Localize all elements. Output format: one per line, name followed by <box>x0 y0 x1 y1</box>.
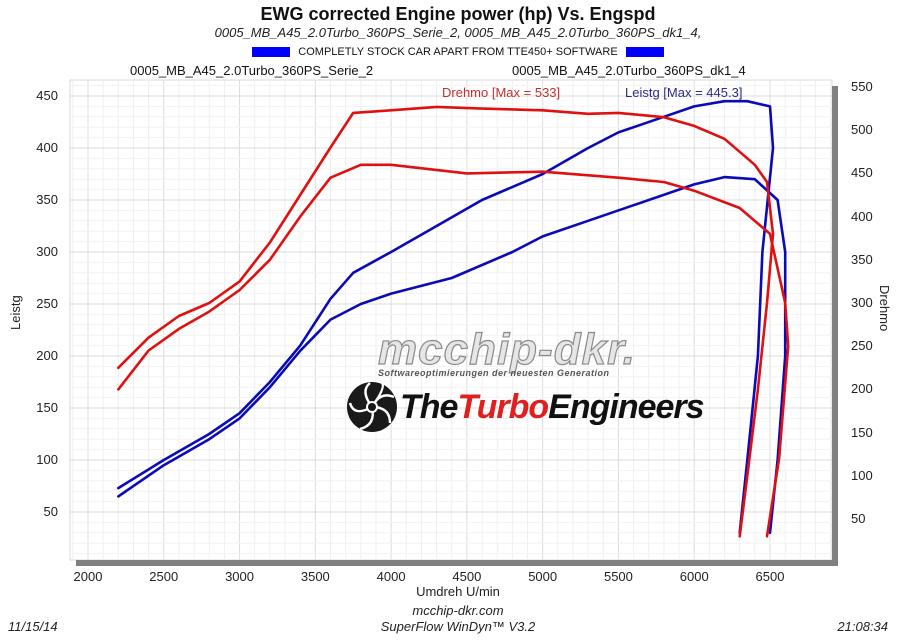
banner: COMPLETLY STOCK CAR APART FROM TTE450+ S… <box>0 46 916 58</box>
logo-text-engineers: Engineers <box>548 388 704 426</box>
footer-time: 21:08:34 <box>837 619 888 634</box>
x-tick: 2000 <box>73 569 103 584</box>
frame-right <box>832 86 838 566</box>
y-tick-left: 150 <box>36 400 58 415</box>
y-tick-right: 50 <box>851 511 866 526</box>
torque-curve <box>117 105 775 538</box>
x-tick: 4500 <box>452 569 482 584</box>
logo-text-turbo: Turbo <box>457 388 549 426</box>
power-curve <box>117 99 775 535</box>
y-tick-left: 400 <box>36 140 58 155</box>
banner-swatch-right <box>625 47 664 57</box>
footer-date: 11/15/14 <box>8 619 58 634</box>
torque-curve <box>117 163 790 538</box>
banner-swatch-left <box>252 47 291 57</box>
footer-software: SuperFlow WinDyn™ V3.2 <box>380 619 536 634</box>
turbo-engineers-logo: TheTurboEngineers <box>400 388 705 427</box>
x-axis-label: Umdreh U/min <box>416 584 500 599</box>
chart-subtitle: 0005_MB_A45_2.0Turbo_360PS_Serie_2, 0005… <box>214 25 702 40</box>
x-tick: 2500 <box>149 569 179 584</box>
plot-background <box>69 79 833 561</box>
torque-max-label: Drehmo [Max = 533] <box>442 85 561 100</box>
mcchip-logo-tagline: Softwareoptimierungen der neuesten Gener… <box>378 368 610 378</box>
x-tick: 4000 <box>376 569 406 584</box>
y-tick-right: 550 <box>851 79 873 94</box>
x-tick: 5000 <box>528 569 558 584</box>
x-tick: 6000 <box>679 569 709 584</box>
mcchip-logo: mcchip-dkr. <box>377 324 636 374</box>
footer-website: mcchip-dkr.com <box>412 603 504 618</box>
y-tick-left: 50 <box>43 504 58 519</box>
legend-run-right: 0005_MB_A45_2.0Turbo_360PS_dk1_4 <box>512 63 746 78</box>
y-tick-right: 250 <box>851 338 873 354</box>
y-tick-left: 450 <box>36 88 58 103</box>
frame-bottom <box>76 560 838 566</box>
power-curve <box>117 175 787 535</box>
y-tick-left: 350 <box>36 192 58 207</box>
banner-text: COMPLETLY STOCK CAR APART FROM TTE450+ S… <box>298 46 618 58</box>
y-tick-right: 100 <box>851 467 873 483</box>
y-tick-right: 450 <box>851 165 873 181</box>
x-tick: 3000 <box>225 569 254 584</box>
turbo-fan-icon <box>347 382 397 432</box>
power-max-label: Leistg [Max = 445.3] <box>625 85 743 100</box>
y-tick-right: 300 <box>851 295 873 310</box>
y-tick-right: 200 <box>851 381 873 397</box>
y-tick-left: 100 <box>36 452 58 467</box>
x-tick: 3500 <box>300 569 330 584</box>
y-tick-left: 250 <box>36 296 58 311</box>
x-tick: 6500 <box>755 569 785 584</box>
y-tick-right: 400 <box>851 208 873 224</box>
logo-text-the: The <box>400 388 458 426</box>
chart-title: EWG corrected Engine power (hp) Vs. Engs… <box>260 4 656 24</box>
y-tick-left: 300 <box>36 244 58 259</box>
y-tick-right: 350 <box>851 251 873 267</box>
y-tick-right: 150 <box>851 424 873 440</box>
y-tick-right: 500 <box>851 122 873 138</box>
y-axis-right-label: Drehmo <box>877 285 892 332</box>
x-tick: 5500 <box>603 569 633 584</box>
legend-run-left: 0005_MB_A45_2.0Turbo_360PS_Serie_2 <box>130 63 374 78</box>
y-tick-left: 200 <box>36 348 58 363</box>
